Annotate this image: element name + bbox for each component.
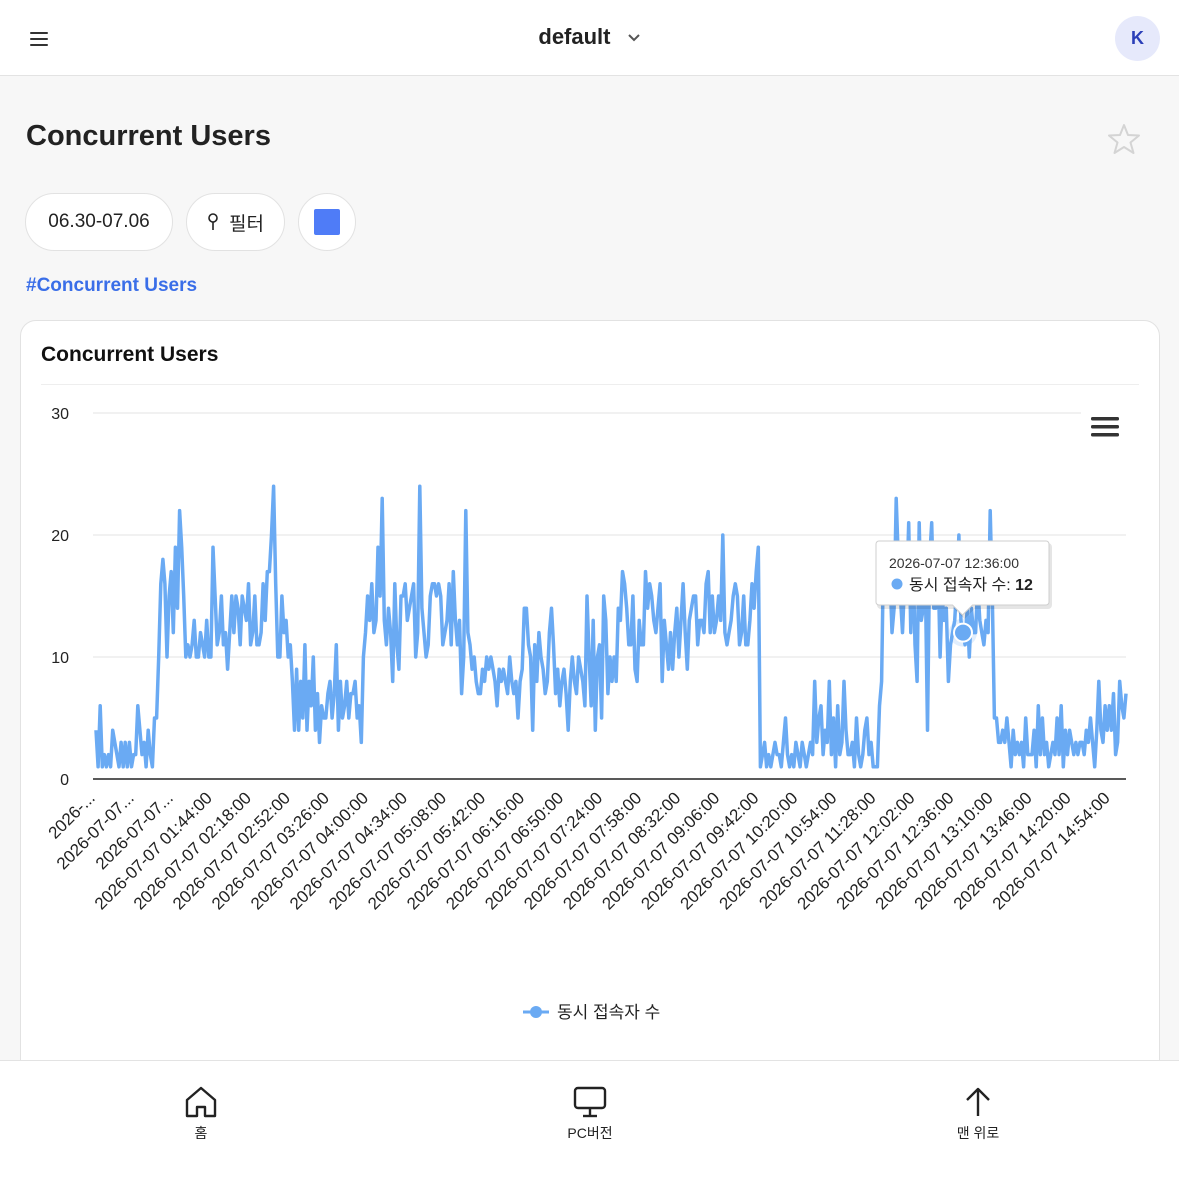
card-title: Concurrent Users	[41, 343, 219, 366]
y-tick-label: 20	[51, 528, 69, 545]
nav-top-label: 맨 위로	[956, 1125, 1000, 1141]
chevron-down-icon	[627, 34, 640, 42]
y-tick-label: 30	[51, 406, 69, 423]
color-button[interactable]	[298, 193, 356, 251]
nav-pc[interactable]: PC버전	[530, 1085, 650, 1143]
legend-marker	[530, 1006, 542, 1018]
home-icon	[185, 1086, 217, 1118]
nav-home[interactable]: 홈	[141, 1085, 261, 1143]
pin-icon	[208, 213, 218, 230]
tooltip-box	[875, 540, 1050, 616]
nav-pc-label: PC버전	[567, 1125, 613, 1141]
tag-link[interactable]: #Concurrent Users	[26, 275, 198, 296]
nav-home-label: 홈	[194, 1125, 208, 1141]
monitor-icon	[573, 1086, 607, 1118]
avatar[interactable]: K	[1115, 16, 1160, 61]
menu-icon[interactable]	[30, 28, 54, 52]
tooltip-series: 동시 접속자 수: 12	[909, 576, 1033, 594]
legend[interactable]: 동시 접속자 수	[523, 1003, 660, 1022]
chart-menu-icon[interactable]	[1091, 417, 1119, 437]
y-tick-label: 10	[51, 650, 69, 667]
series-line	[94, 484, 1128, 769]
filter-button[interactable]: 필터	[186, 193, 285, 251]
date-range-label: 06.30-07.06	[48, 211, 150, 232]
tooltip-value: 12	[1015, 577, 1033, 594]
tooltip-time: 2026-07-07 12:36:00	[889, 555, 1019, 571]
color-swatch	[314, 209, 340, 235]
workspace-selector[interactable]: default	[0, 24, 1179, 50]
workspace-name[interactable]: default	[538, 24, 611, 49]
highlight-point[interactable]	[953, 622, 973, 643]
legend-label: 동시 접속자 수	[557, 1003, 660, 1022]
filter-label: 필터	[229, 213, 264, 235]
nav-top[interactable]: 맨 위로	[918, 1085, 1038, 1143]
page-title: Concurrent Users	[26, 120, 271, 152]
star-icon[interactable]	[1107, 122, 1141, 156]
chart-card: Concurrent Users 0 10 20 30 2026-... 2026-07…	[20, 320, 1160, 1080]
bottom-nav: 홈 PC버전 맨 위로	[0, 1060, 1179, 1189]
top-bar: default K	[0, 0, 1179, 76]
arrow-up-icon	[966, 1087, 990, 1116]
y-tick-label: 0	[60, 772, 69, 789]
divider	[41, 384, 1139, 385]
tooltip-marker	[891, 578, 903, 590]
date-range-button[interactable]: 06.30-07.06	[25, 193, 173, 251]
